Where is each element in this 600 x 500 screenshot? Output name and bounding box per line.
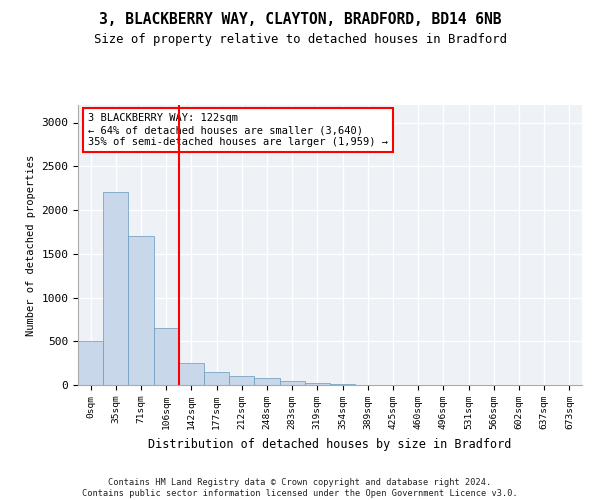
- Text: 3 BLACKBERRY WAY: 122sqm
← 64% of detached houses are smaller (3,640)
35% of sem: 3 BLACKBERRY WAY: 122sqm ← 64% of detach…: [88, 114, 388, 146]
- Bar: [154, 328, 179, 385]
- Text: 3, BLACKBERRY WAY, CLAYTON, BRADFORD, BD14 6NB: 3, BLACKBERRY WAY, CLAYTON, BRADFORD, BD…: [99, 12, 501, 28]
- Bar: [254, 378, 280, 385]
- X-axis label: Distribution of detached houses by size in Bradford: Distribution of detached houses by size …: [148, 438, 512, 450]
- Text: Size of property relative to detached houses in Bradford: Size of property relative to detached ho…: [94, 32, 506, 46]
- Text: Contains HM Land Registry data © Crown copyright and database right 2024.
Contai: Contains HM Land Registry data © Crown c…: [82, 478, 518, 498]
- Bar: [78, 341, 103, 385]
- Bar: [330, 384, 355, 385]
- Bar: [305, 383, 330, 385]
- Y-axis label: Number of detached properties: Number of detached properties: [26, 154, 36, 336]
- Bar: [280, 380, 305, 385]
- Bar: [229, 376, 254, 385]
- Bar: [128, 236, 154, 385]
- Bar: [103, 192, 128, 385]
- Bar: [204, 372, 229, 385]
- Bar: [179, 363, 204, 385]
